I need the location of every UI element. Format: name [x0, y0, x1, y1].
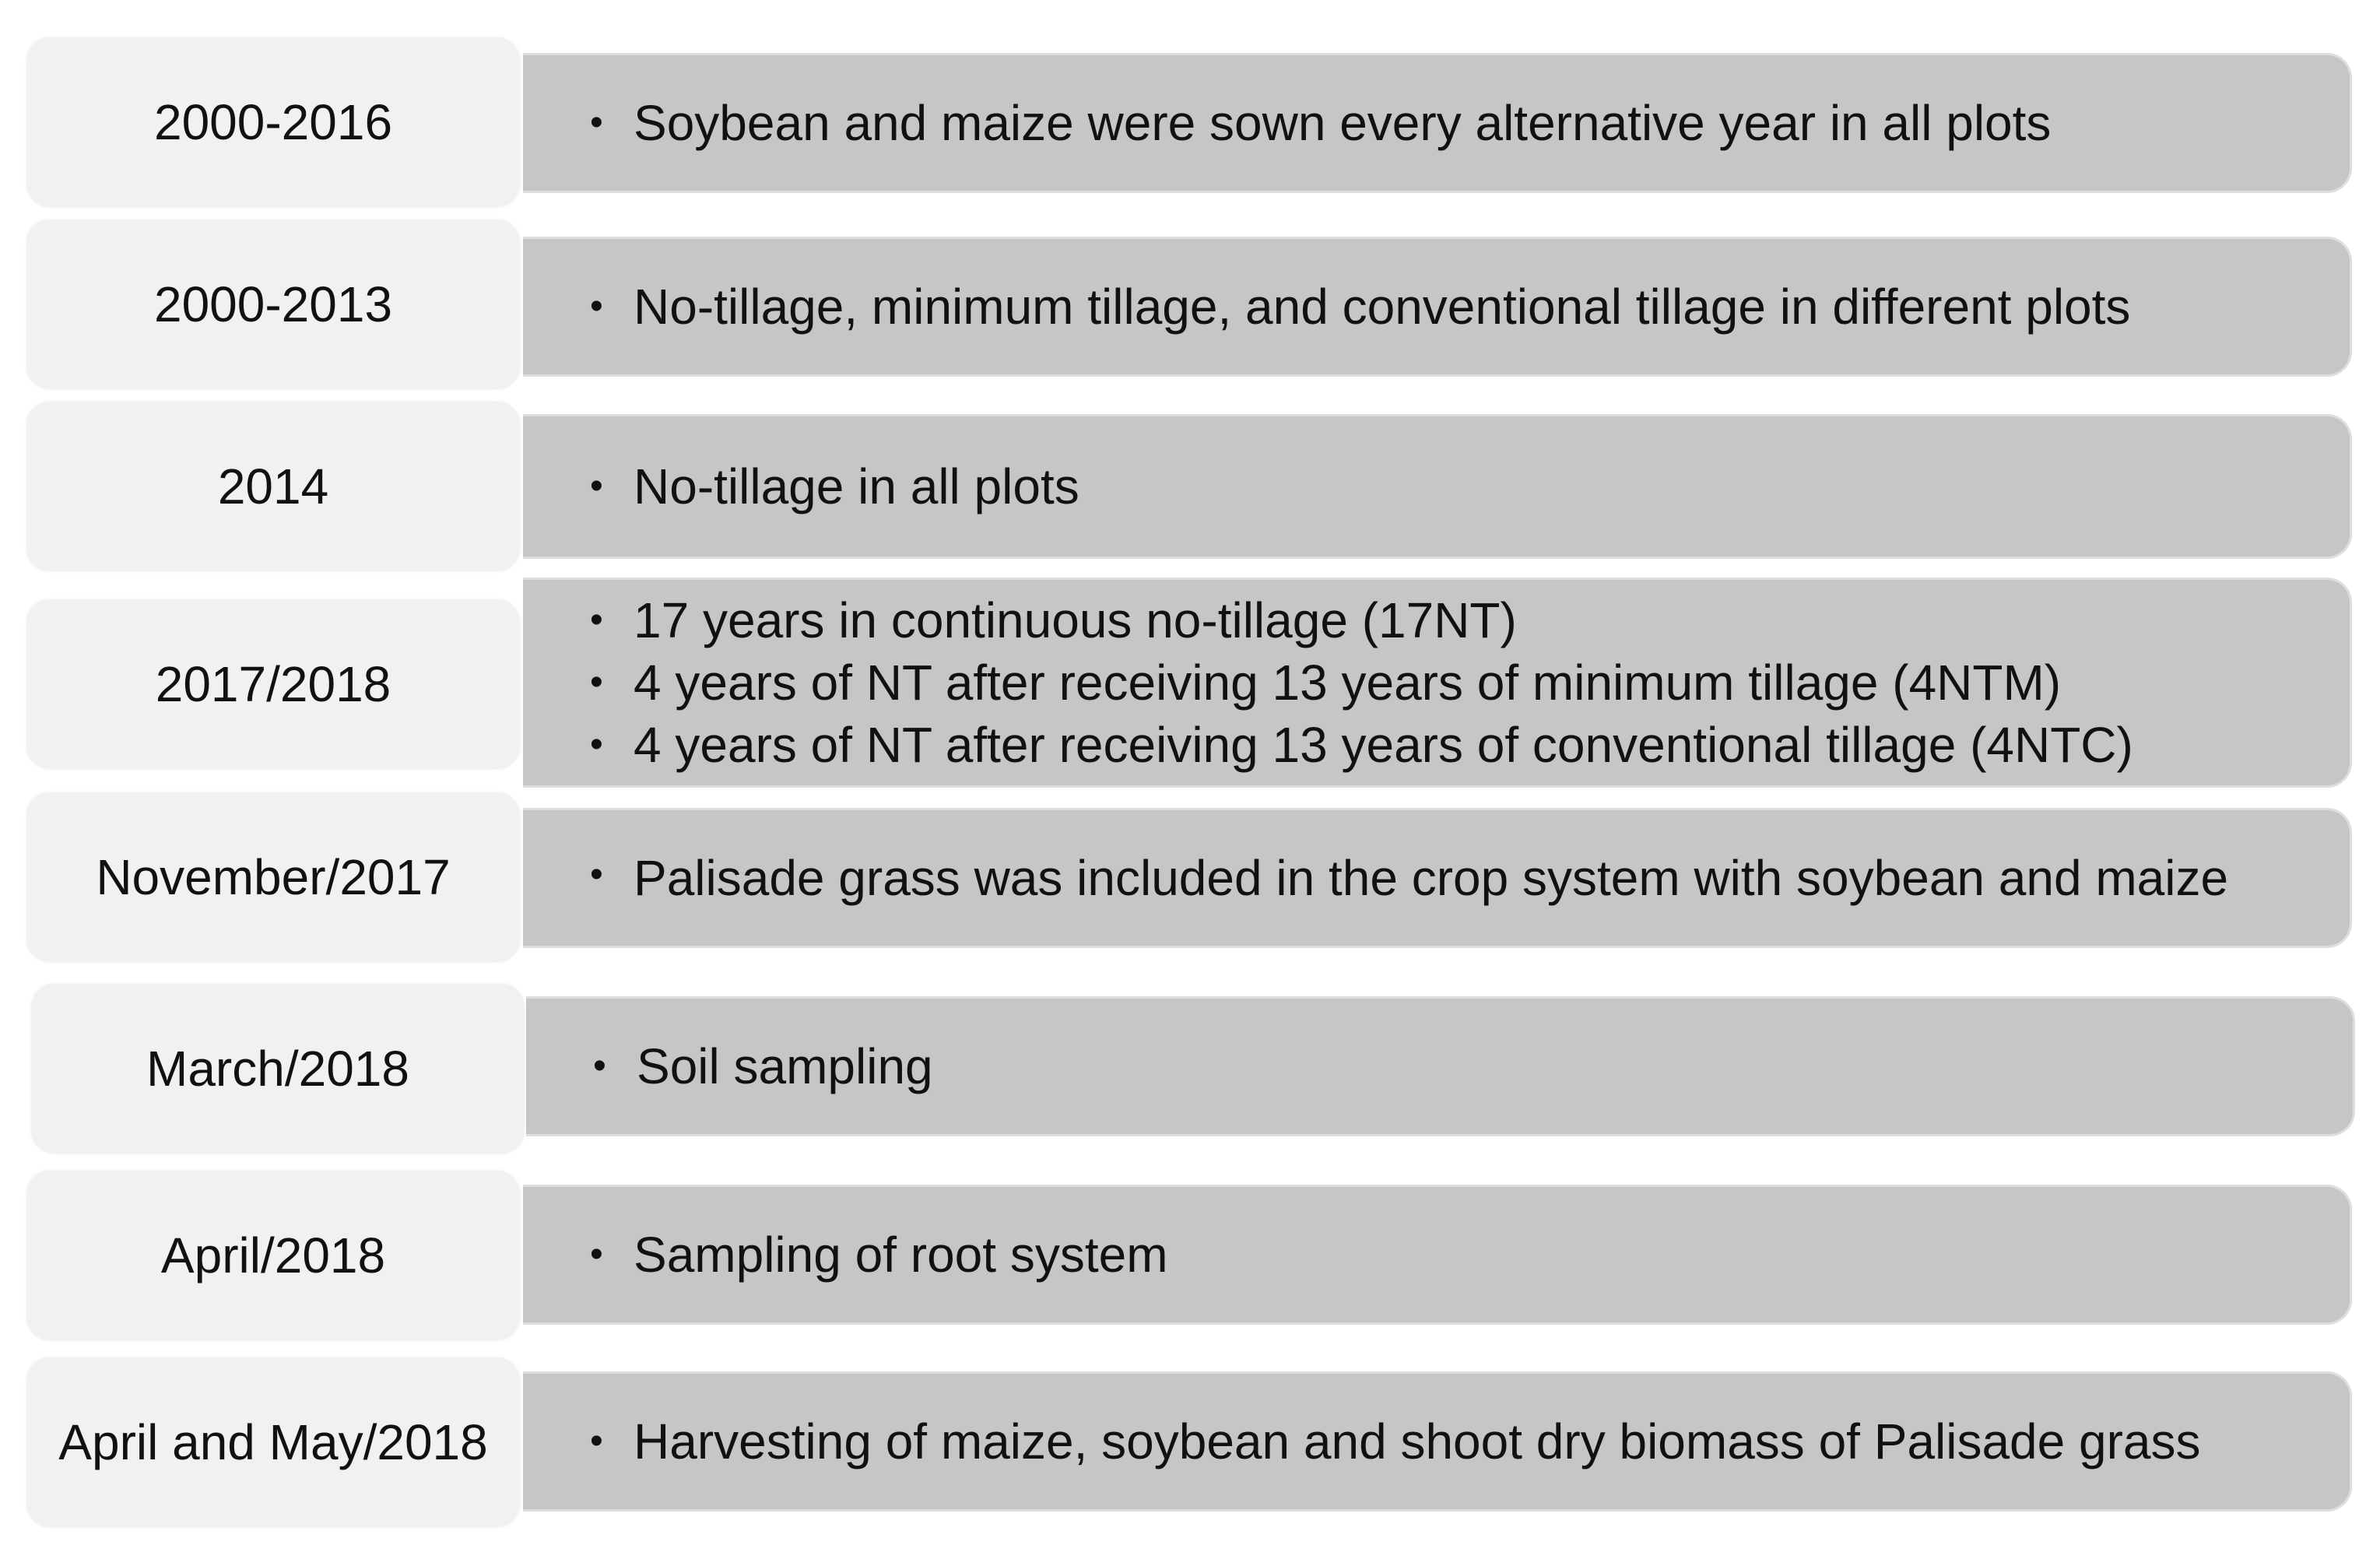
bullet-item: • 4 years of NT after receiving 13 years …: [590, 651, 2319, 714]
bullet-item: • 4 years of NT after receiving 13 years …: [590, 714, 2319, 776]
bullet-item: • Soybean and maize were sown every alter…: [590, 92, 2319, 154]
bullet-icon: •: [593, 1045, 606, 1087]
bullet-text: Sampling of root system: [634, 1227, 1168, 1283]
bullet-list: • Palisade grass was included in the crop…: [590, 851, 2319, 904]
description-box: • Palisade grass was included in the crop…: [523, 808, 2352, 948]
bullet-text: Soil sampling: [637, 1038, 933, 1094]
bullet-list: • 17 years in continuous no-tillage (17NT…: [590, 589, 2319, 776]
date-label: November/2017: [26, 792, 520, 962]
bullet-item: • 17 years in continuous no-tillage (17NT…: [590, 589, 2319, 651]
bullet-icon: •: [590, 286, 603, 327]
bullet-item: • No-tillage, minimum tillage, and conven…: [590, 276, 2319, 338]
description-box: • Harvesting of maize, soybean and shoot …: [523, 1371, 2352, 1512]
bullet-icon: •: [590, 1234, 603, 1275]
date-label: 2017/2018: [26, 599, 520, 769]
bullet-text: 4 years of NT after receiving 13 years o…: [634, 655, 2062, 711]
bullet-text: No-tillage in all plots: [634, 458, 1079, 514]
date-label: March/2018: [31, 984, 525, 1153]
date-label: 2000-2016: [26, 37, 520, 207]
description-box: • No-tillage in all plots: [523, 414, 2352, 559]
timeline-row: April/2018 • Sampling of root system: [0, 1171, 2380, 1340]
bullet-icon: •: [590, 465, 603, 507]
bullet-list: • Harvesting of maize, soybean and shoot …: [590, 1410, 2319, 1473]
bullet-text: Palisade grass was included in the crop …: [634, 850, 2229, 906]
description-box: • No-tillage, minimum tillage, and conven…: [523, 237, 2352, 377]
bullet-icon: •: [590, 599, 603, 641]
bullet-list: • Soybean and maize were sown every alter…: [590, 92, 2319, 154]
bullet-item: • Palisade grass was included in the crop…: [590, 851, 2268, 904]
timeline-row: April and May/2018 • Harvesting of maize,…: [0, 1357, 2380, 1527]
timeline-row: 2000-2016 • Soybean and maize were sown e…: [0, 37, 2380, 207]
bullet-icon: •: [590, 724, 603, 765]
date-label: 2000-2013: [26, 219, 520, 389]
bullet-item: • Soil sampling: [593, 1035, 2322, 1097]
bullet-text: Soybean and maize were sown every altern…: [634, 95, 2052, 151]
bullet-text: 4 years of NT after receiving 13 years o…: [634, 717, 2133, 773]
timeline-row: 2017/2018 • 17 years in continuous no-til…: [0, 578, 2380, 788]
date-label: April/2018: [26, 1171, 520, 1340]
description-box: • Soil sampling: [526, 996, 2355, 1136]
timeline-row: March/2018 • Soil sampling: [0, 984, 2380, 1153]
date-label: 2014: [26, 402, 520, 571]
timeline-row: 2014 • No-tillage in all plots: [0, 402, 2380, 571]
bullet-text: 17 years in continuous no-tillage (17NT): [634, 592, 1517, 648]
bullet-text: Harvesting of maize, soybean and shoot d…: [634, 1413, 2201, 1469]
bullet-item: • Sampling of root system: [590, 1224, 2319, 1286]
bullet-text: No-tillage, minimum tillage, and convent…: [634, 279, 2131, 335]
bullet-icon: •: [590, 662, 603, 703]
bullet-icon: •: [590, 1420, 603, 1462]
bullet-icon: •: [590, 854, 603, 895]
date-label: April and May/2018: [26, 1357, 520, 1527]
bullet-list: • Sampling of root system: [590, 1224, 2319, 1286]
bullet-list: • Soil sampling: [593, 1035, 2322, 1097]
description-box: • 17 years in continuous no-tillage (17NT…: [523, 578, 2352, 788]
bullet-icon: •: [590, 102, 603, 143]
bullet-item: • No-tillage in all plots: [590, 455, 2319, 518]
timeline-row: November/2017 • Palisade grass was includ…: [0, 792, 2380, 962]
bullet-list: • No-tillage, minimum tillage, and conven…: [590, 276, 2319, 338]
bullet-item: • Harvesting of maize, soybean and shoot …: [590, 1410, 2319, 1473]
description-box: • Soybean and maize were sown every alter…: [523, 53, 2352, 193]
bullet-list: • No-tillage in all plots: [590, 455, 2319, 518]
description-box: • Sampling of root system: [523, 1185, 2352, 1325]
timeline-row: 2000-2013 • No-tillage, minimum tillage, …: [0, 219, 2380, 389]
